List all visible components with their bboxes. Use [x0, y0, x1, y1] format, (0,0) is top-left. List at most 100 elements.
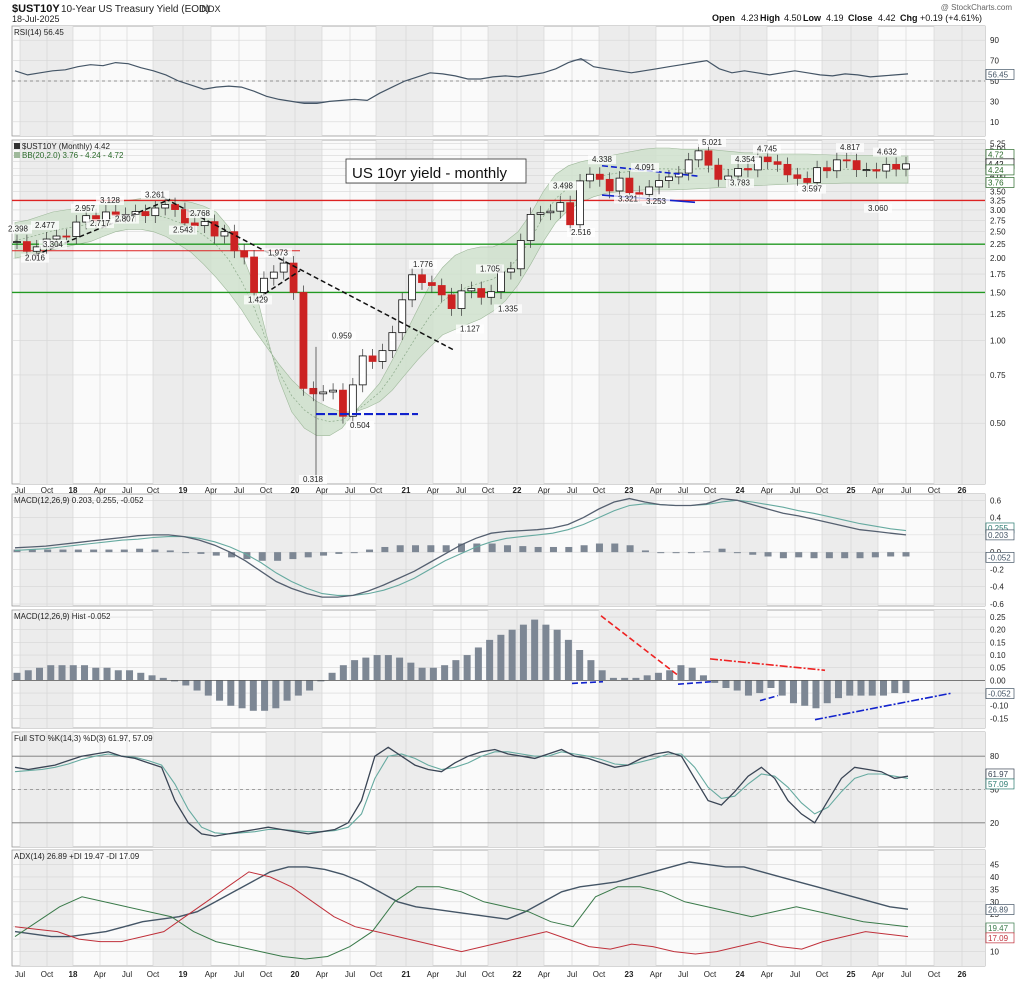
candle-body [52, 235, 61, 240]
price-label: 2.717 [90, 219, 111, 228]
histogram-bar [519, 624, 527, 681]
candle [536, 205, 545, 222]
histogram-bar [823, 680, 831, 704]
macd-histogram-bar [381, 546, 389, 553]
candle-body [13, 241, 21, 243]
price-label: 0.959 [332, 331, 353, 340]
candle [773, 154, 782, 172]
candle [339, 383, 347, 424]
x-tick-label: 21 [402, 970, 411, 979]
histogram-bar [621, 677, 629, 681]
price-label-bg [39, 239, 67, 249]
x-tick-label: Apr [761, 486, 774, 495]
histogram-bar [36, 667, 44, 681]
candle [457, 283, 466, 316]
y-tick-label: 30 [990, 97, 999, 106]
histogram-bar [508, 629, 516, 681]
histogram-bar [846, 680, 854, 696]
price-label-bg [567, 228, 595, 238]
histogram-bar [722, 680, 730, 688]
histogram-bar [688, 667, 696, 681]
histogram-bar [531, 619, 539, 681]
x-tick-label: Apr [650, 970, 663, 979]
value-tag-box [985, 932, 1015, 944]
x-tick-label: Jul [456, 486, 466, 495]
x-tick-label: Apr [761, 970, 774, 979]
histogram-bar [834, 680, 842, 699]
x-tick-label: Jul [567, 486, 577, 495]
panel-rsi: 90 70 50 30 10 RSI(14) 56.45 56.45 [11, 25, 1015, 137]
histogram-bar [474, 647, 482, 681]
y-tick-label: 1.50 [990, 288, 1006, 297]
y-tick-label: 10 [990, 118, 999, 127]
candle [398, 292, 407, 341]
candle [902, 156, 910, 177]
macd-histogram-bar [749, 552, 757, 555]
low-value: 4.19 [826, 13, 844, 23]
histogram-bar [632, 677, 640, 681]
histogram-bar [868, 680, 876, 696]
x-tick-label: Apr [316, 486, 329, 495]
histogram-bar [261, 680, 269, 711]
candle [427, 275, 436, 293]
candle [487, 284, 496, 305]
trendline [164, 197, 456, 352]
histogram-bar [486, 639, 494, 681]
price-label: 3.060 [868, 204, 889, 213]
candle [694, 143, 703, 168]
candle [506, 261, 515, 280]
y-tick-label: 1.00 [990, 337, 1006, 346]
histogram-bar [24, 670, 32, 681]
candle [408, 267, 417, 308]
x-tick-label: Apr [205, 486, 218, 495]
histogram-bar [429, 667, 437, 681]
candle [684, 152, 693, 181]
x-tick-label: 21 [402, 486, 411, 495]
x-tick-label: Oct [147, 970, 160, 979]
candle [862, 162, 871, 177]
histogram-bar [463, 655, 471, 681]
candle [368, 348, 377, 369]
value-tag: 56.45 [988, 70, 1009, 79]
price-label-bg [731, 154, 759, 164]
candle-body [457, 290, 466, 309]
candle [309, 381, 318, 402]
candle-body [566, 202, 575, 226]
annotation-box: US 10yr yield - monthly [345, 158, 527, 184]
histogram-bar [756, 680, 764, 694]
candle [546, 204, 555, 221]
macd-histogram-bar [212, 552, 220, 556]
candle-body [329, 389, 337, 393]
candle-body [220, 231, 229, 237]
candle-body [576, 180, 584, 226]
candle-body [655, 180, 663, 188]
shaded-band [266, 610, 322, 728]
candle [783, 157, 792, 183]
sto-d-line [14, 751, 909, 835]
histogram-bar [677, 665, 685, 681]
y-tick-label: 10 [990, 948, 999, 957]
x-tick-label: Jul [901, 970, 911, 979]
histogram-bar [441, 665, 449, 681]
candle-body [556, 202, 565, 212]
candle-body [674, 172, 683, 178]
candle-body [892, 163, 901, 170]
x-tick-label: Jul [15, 486, 25, 495]
candle-body [862, 169, 871, 172]
candle-body [388, 332, 397, 352]
value-tag: 4.42 [988, 160, 1004, 169]
y-tick-label: 50 [990, 786, 999, 795]
panel-price: 5.255.004.754.504.254.003.753.503.253.00… [4, 137, 1015, 485]
panel-title: Full STO %K(14,3) %D(3) 61.97, 57.09 [14, 734, 153, 743]
candle [704, 143, 713, 173]
y-tick-label: 80 [990, 752, 999, 761]
x-tick-label: Oct [260, 970, 273, 979]
shaded-band [488, 850, 544, 966]
macd-histogram-bar [366, 549, 374, 553]
price-label: 4.354 [735, 155, 756, 164]
price-label: 5.021 [702, 138, 723, 147]
histogram-bar [69, 665, 77, 681]
macd-histogram-bar [44, 549, 52, 553]
